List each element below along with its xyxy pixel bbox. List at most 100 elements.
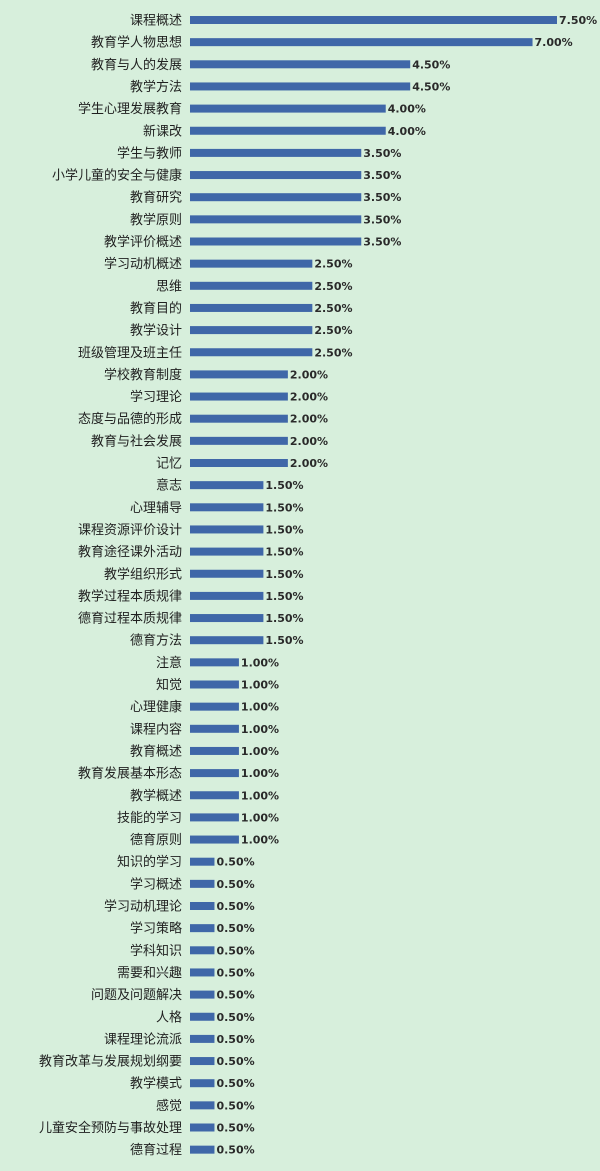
- bar: [190, 1034, 215, 1043]
- bar: [190, 436, 288, 445]
- value-label: 1.50%: [265, 568, 303, 581]
- value-label: 7.50%: [559, 14, 597, 27]
- bar: [190, 104, 386, 113]
- value-label: 2.00%: [290, 435, 328, 448]
- value-label: 1.50%: [265, 546, 303, 559]
- bar: [190, 348, 313, 357]
- value-label: 3.50%: [363, 169, 401, 182]
- value-label: 0.50%: [216, 900, 254, 913]
- category-label: 教育学人物思想: [91, 35, 182, 51]
- value-label: 1.00%: [241, 789, 279, 802]
- value-label: 1.50%: [265, 612, 303, 625]
- value-label: 0.50%: [216, 1077, 254, 1090]
- value-label: 2.50%: [314, 324, 352, 337]
- category-label: 教学过程本质规律: [78, 588, 182, 604]
- category-label: 需要和兴趣: [117, 966, 182, 981]
- value-label: 1.50%: [265, 501, 303, 514]
- category-label: 班级管理及班主任: [78, 346, 182, 361]
- category-label: 学习动机理论: [104, 899, 182, 915]
- bar: [190, 481, 264, 490]
- bar: [190, 459, 288, 467]
- bar: [190, 82, 411, 91]
- category-label: 儿童安全预防与事故处理: [39, 1120, 182, 1136]
- category-label: 课程理论流派: [104, 1032, 182, 1047]
- value-label: 1.00%: [241, 767, 279, 780]
- category-label: 注意: [156, 655, 182, 671]
- category-label: 教育改革与发展规划纲要: [39, 1054, 182, 1070]
- value-label: 2.00%: [290, 368, 328, 381]
- bar: [190, 813, 239, 822]
- category-label: 态度与品德的形成: [78, 411, 182, 427]
- category-label: 心理健康: [130, 699, 182, 715]
- bar: [190, 1123, 215, 1132]
- bar: [190, 658, 239, 667]
- category-label: 技能的学习: [117, 810, 182, 826]
- bar: [190, 569, 264, 578]
- bar: [190, 126, 386, 135]
- value-label: 0.50%: [216, 944, 254, 957]
- value-label: 0.50%: [216, 989, 254, 1002]
- category-label: 教学方法: [130, 79, 182, 95]
- category-label: 教学设计: [130, 323, 182, 339]
- bar: [190, 1145, 215, 1154]
- category-label: 德育过程本质规律: [78, 611, 182, 627]
- bar: [190, 1012, 215, 1021]
- bar: [190, 193, 362, 202]
- value-label: 2.00%: [290, 413, 328, 426]
- category-label: 教学组织形式: [104, 566, 182, 582]
- value-label: 0.50%: [216, 966, 254, 979]
- category-label: 教育研究: [130, 190, 182, 206]
- category-label: 学习策略: [130, 921, 182, 937]
- bar: [190, 924, 215, 933]
- value-label: 0.50%: [216, 922, 254, 935]
- bar: [190, 281, 313, 290]
- value-label: 0.50%: [216, 1122, 254, 1135]
- bar: [190, 547, 264, 556]
- category-label: 学习概述: [130, 876, 182, 892]
- category-label: 学科知识: [130, 943, 182, 959]
- category-label: 知识的学习: [117, 854, 182, 870]
- category-label: 课程概述: [130, 14, 182, 29]
- bar: [190, 680, 239, 689]
- bar: [190, 968, 215, 977]
- value-label: 1.00%: [241, 679, 279, 692]
- bar: [190, 791, 239, 800]
- category-label: 德育过程: [130, 1142, 182, 1158]
- category-label: 心理辅导: [130, 501, 182, 516]
- bar: [190, 946, 215, 955]
- category-label: 教学原则: [130, 212, 182, 228]
- category-label: 知觉: [156, 677, 182, 693]
- category-label: 问题及问题解决: [91, 988, 182, 1003]
- bar: [190, 1079, 215, 1088]
- bar: [190, 370, 288, 379]
- value-label: 0.50%: [216, 1144, 254, 1157]
- bar: [190, 636, 264, 645]
- bar: [190, 326, 313, 335]
- value-label: 0.50%: [216, 1055, 254, 1068]
- bar: [190, 414, 288, 423]
- category-label: 学校教育制度: [104, 367, 182, 383]
- category-label: 课程内容: [130, 721, 182, 737]
- bar: [190, 1057, 215, 1066]
- category-label: 新课改: [143, 123, 182, 139]
- category-label: 教育途径课外活动: [78, 544, 182, 560]
- value-label: 1.00%: [241, 723, 279, 736]
- bar: [190, 148, 362, 157]
- category-label: 感觉: [156, 1098, 182, 1114]
- bar: [190, 1101, 215, 1110]
- bar: [190, 724, 239, 733]
- value-label: 1.50%: [265, 590, 303, 603]
- category-label: 教学概述: [130, 788, 182, 804]
- value-label: 3.50%: [363, 236, 401, 249]
- category-label: 德育方法: [130, 633, 182, 649]
- value-label: 0.50%: [216, 856, 254, 869]
- bar: [190, 525, 264, 534]
- value-label: 7.00%: [535, 36, 573, 49]
- value-label: 1.50%: [265, 634, 303, 647]
- bar: [190, 16, 557, 24]
- category-label: 学生与教师: [117, 145, 182, 161]
- value-label: 2.50%: [314, 346, 352, 359]
- bar: [190, 879, 215, 888]
- value-label: 0.50%: [216, 1011, 254, 1024]
- value-label: 0.50%: [216, 878, 254, 891]
